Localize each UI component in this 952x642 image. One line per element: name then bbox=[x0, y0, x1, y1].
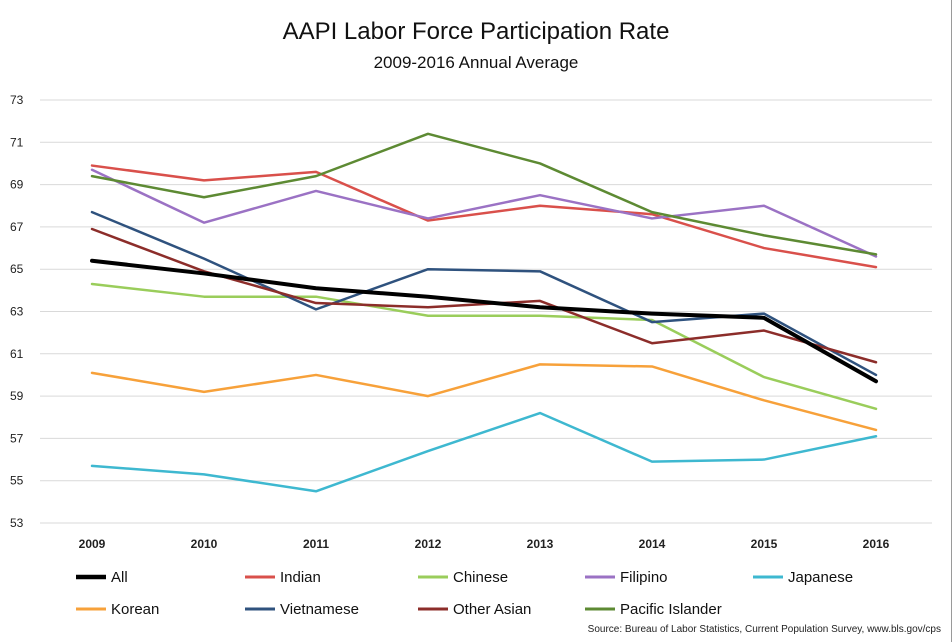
y-tick-label: 71 bbox=[10, 135, 24, 149]
chart-title: AAPI Labor Force Participation Rate bbox=[282, 18, 670, 45]
series-line-indian bbox=[90, 164, 878, 269]
legend-label-chinese: Chinese bbox=[453, 569, 508, 586]
x-tick-label: 2012 bbox=[415, 537, 442, 551]
gridlines bbox=[40, 99, 932, 524]
series-line-vietnamese bbox=[90, 210, 878, 377]
y-tick-label: 65 bbox=[10, 262, 24, 276]
y-tick-label: 59 bbox=[10, 389, 24, 403]
series-line-filipino bbox=[90, 168, 878, 258]
y-tick-label: 55 bbox=[10, 474, 24, 488]
x-tick-label: 2014 bbox=[639, 537, 666, 551]
legend-label-filipino: Filipino bbox=[620, 569, 668, 586]
legend: All Indian Chinese Filipino Japanese Korean Vi… bbox=[76, 569, 853, 618]
y-tick-label: 69 bbox=[10, 178, 24, 192]
source-note: Source: Bureau of Labor Statistics, Curr… bbox=[587, 624, 941, 635]
chart-subtitle: 2009-2016 Annual Average bbox=[373, 53, 579, 72]
legend-label-pacific-islander: Pacific Islander bbox=[620, 601, 722, 618]
legend-label-vietnamese: Vietnamese bbox=[280, 601, 359, 618]
y-tick-label: 53 bbox=[10, 516, 24, 530]
legend-label-all: All bbox=[111, 569, 128, 586]
series-line-all bbox=[90, 258, 878, 384]
series-lines bbox=[90, 132, 878, 493]
y-tick-label: 57 bbox=[10, 431, 24, 445]
legend-label-japanese: Japanese bbox=[788, 569, 853, 586]
y-axis-ticks: 53 55 57 59 61 63 65 67 69 71 73 bbox=[10, 93, 24, 530]
series-line-japanese bbox=[90, 411, 878, 493]
y-tick-label: 67 bbox=[10, 220, 24, 234]
x-tick-label: 2013 bbox=[527, 537, 554, 551]
x-tick-label: 2016 bbox=[863, 537, 890, 551]
legend-label-indian: Indian bbox=[280, 569, 321, 586]
y-tick-label: 73 bbox=[10, 93, 24, 107]
y-tick-label: 63 bbox=[10, 305, 24, 319]
x-tick-label: 2015 bbox=[751, 537, 778, 551]
x-tick-label: 2009 bbox=[79, 537, 106, 551]
x-tick-label: 2010 bbox=[191, 537, 218, 551]
x-tick-label: 2011 bbox=[303, 537, 329, 551]
x-axis-ticks: 2009 2010 2011 2012 2013 2014 2015 2016 bbox=[79, 537, 890, 551]
series-line-chinese bbox=[90, 282, 878, 411]
legend-label-other-asian: Other Asian bbox=[453, 601, 531, 618]
series-line-korean bbox=[90, 363, 878, 432]
series-line-pacific-islander bbox=[90, 132, 878, 256]
legend-label-korean: Korean bbox=[111, 601, 159, 618]
y-tick-label: 61 bbox=[10, 347, 24, 361]
